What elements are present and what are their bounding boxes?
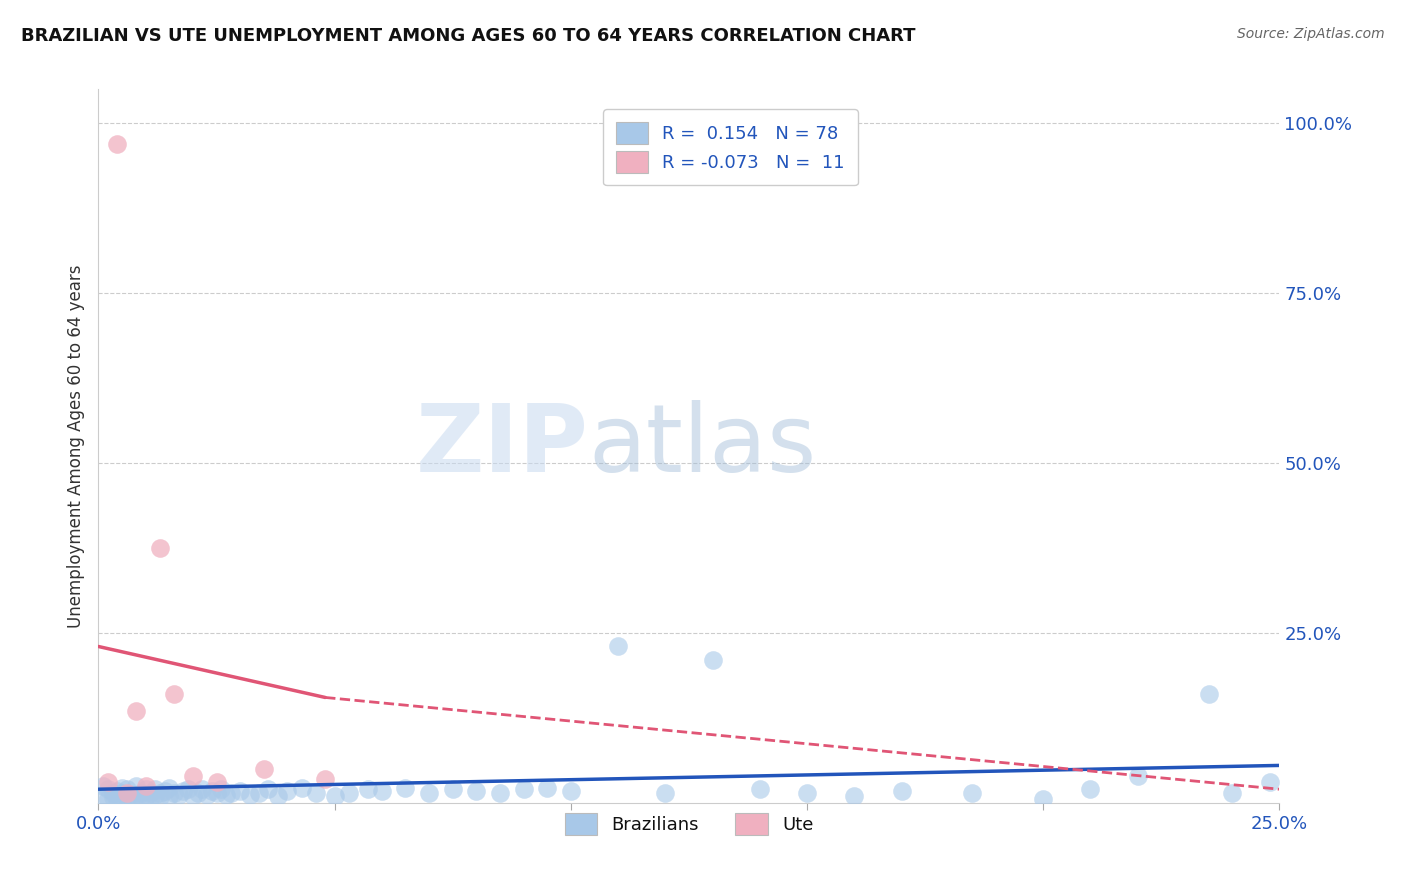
Point [209,782,232,797]
Point [143,782,166,797]
Point [512,782,534,797]
Point [465,783,488,797]
Point [172,783,194,797]
Point [181,789,204,803]
Point [654,786,676,800]
Point [276,783,298,797]
Text: Source: ZipAtlas.com: Source: ZipAtlas.com [1237,27,1385,41]
Point [1126,769,1149,783]
Point [105,792,128,806]
Point [129,790,152,805]
Point [323,789,346,803]
Point [149,786,172,800]
Point [97,782,120,797]
Point [157,780,180,795]
Point [115,786,138,800]
Point [489,786,512,800]
Point [247,786,270,800]
Point [748,782,770,797]
Point [101,790,124,805]
Point [1032,792,1054,806]
Point [115,782,138,797]
Point [253,762,276,776]
Point [239,788,262,802]
Point [394,780,416,795]
Point [1080,782,1102,797]
Point [290,780,312,795]
Point [105,783,128,797]
Point [135,779,157,793]
Point [97,775,120,789]
Point [267,789,290,803]
Point [441,782,464,797]
Point [205,786,228,800]
Text: ZIP: ZIP [416,400,589,492]
Point [418,786,440,800]
Point [201,783,224,797]
Point [1220,786,1243,800]
Point [702,653,724,667]
Point [163,786,186,800]
Point [115,790,138,805]
Point [314,772,336,786]
Point [219,786,242,800]
Point [105,136,128,151]
Point [139,786,162,800]
Point [153,783,176,797]
Point [149,790,172,805]
Point [195,788,218,802]
Point [890,783,912,797]
Point [167,788,190,802]
Point [157,789,180,803]
Point [135,789,157,803]
Point [139,792,162,806]
Point [844,789,866,803]
Point [111,786,134,800]
Point [97,792,120,806]
Point [962,786,984,800]
Point [536,780,558,795]
Point [129,786,152,800]
Point [229,783,252,797]
Point [111,792,134,806]
Point [143,788,166,802]
Legend: Brazilians, Ute: Brazilians, Ute [555,804,823,844]
Point [257,782,280,797]
Point [305,786,328,800]
Point [215,788,238,802]
Text: BRAZILIAN VS UTE UNEMPLOYMENT AMONG AGES 60 TO 64 YEARS CORRELATION CHART: BRAZILIAN VS UTE UNEMPLOYMENT AMONG AGES… [21,27,915,45]
Point [187,786,209,800]
Point [111,780,134,795]
Point [91,789,114,803]
Point [607,640,630,654]
Point [1258,775,1281,789]
Point [1198,687,1220,701]
Point [125,788,148,802]
Point [135,782,157,797]
Point [205,775,228,789]
Point [101,786,124,800]
Point [181,769,204,783]
Point [371,783,394,797]
Point [121,792,143,806]
Point [121,789,143,803]
Point [560,783,582,797]
Point [91,779,114,793]
Text: atlas: atlas [589,400,817,492]
Point [177,782,200,797]
Point [191,782,214,797]
Point [125,704,148,718]
Point [796,786,818,800]
Point [125,779,148,793]
Point [149,541,172,555]
Point [357,782,380,797]
Y-axis label: Unemployment Among Ages 60 to 64 years: Unemployment Among Ages 60 to 64 years [66,264,84,628]
Point [105,788,128,802]
Point [337,786,360,800]
Point [163,687,186,701]
